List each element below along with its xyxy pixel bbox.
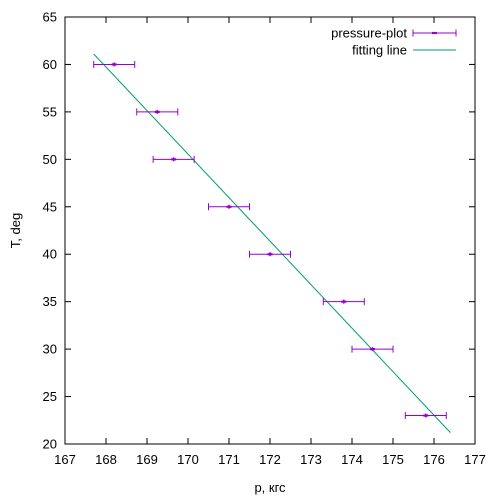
legend-label: fitting line — [352, 43, 407, 58]
x-tick-label: 172 — [259, 452, 281, 467]
y-tick-label: 50 — [43, 152, 57, 167]
y-tick-label: 55 — [43, 104, 57, 119]
legend: pressure-plot fitting line — [331, 26, 457, 58]
x-tick-label: 174 — [341, 452, 363, 467]
data-point — [152, 155, 195, 163]
fitting-line — [93, 53, 451, 433]
x-tick-label: 168 — [95, 452, 117, 467]
x-tick-label: 175 — [382, 452, 404, 467]
x-tick-label: 167 — [54, 452, 76, 467]
data-point — [93, 60, 136, 68]
legend-label: pressure-plot — [331, 26, 407, 41]
data-point — [136, 108, 179, 116]
data-point — [249, 250, 291, 258]
data-points-layer — [93, 60, 447, 420]
x-tick-label: 176 — [423, 452, 445, 467]
x-axis-label: p, кгс — [254, 480, 286, 495]
y-tick-label: 60 — [43, 57, 57, 72]
data-point — [208, 203, 250, 211]
axis-ticks: 167 168 169 170 171 172 173 174 175 176 177 20 25 30 3… — [43, 10, 486, 468]
y-axis-label: T, deg — [8, 213, 23, 248]
fitting-line-layer — [93, 53, 451, 433]
data-point — [404, 412, 447, 420]
y-tick-label: 65 — [43, 10, 57, 25]
x-tick-label: 169 — [136, 452, 158, 467]
y-tick-label: 35 — [43, 294, 57, 309]
x-tick-label: 171 — [218, 452, 240, 467]
x-tick-label: 177 — [464, 452, 486, 467]
y-tick-label: 40 — [43, 247, 57, 262]
y-tick-label: 45 — [43, 199, 57, 214]
x-tick-label: 173 — [300, 452, 322, 467]
data-point — [351, 345, 394, 353]
y-tick-label: 30 — [43, 342, 57, 357]
y-tick-label: 20 — [43, 437, 57, 452]
x-tick-label: 170 — [177, 452, 199, 467]
y-tick-label: 25 — [43, 389, 57, 404]
plot-frame — [64, 16, 476, 445]
data-point — [322, 298, 365, 306]
